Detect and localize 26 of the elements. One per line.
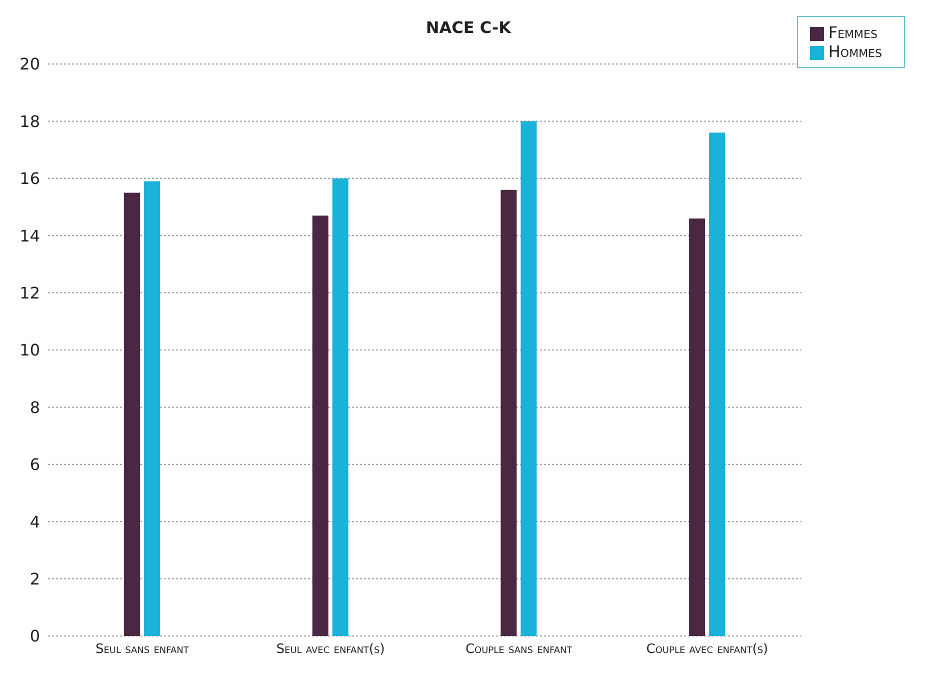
y-tick-label: 0: [30, 626, 40, 646]
y-tick-label: 20: [20, 54, 40, 74]
bar: [520, 121, 537, 636]
bar: [709, 132, 726, 636]
chart-title: NACE C-K: [426, 18, 512, 37]
x-tick-label: Seul sans enfant: [95, 642, 190, 658]
x-tick-label: Couple avec enfant(s): [646, 642, 768, 658]
x-tick-label: Couple sans enfant: [465, 642, 573, 658]
y-tick-label: 16: [20, 169, 40, 188]
bar: [144, 181, 160, 636]
bar: [124, 192, 140, 636]
y-tick-label: 12: [20, 283, 40, 302]
y-tick-label: 18: [20, 112, 40, 131]
y-tick-label: 8: [30, 398, 40, 417]
bar: [689, 218, 706, 636]
y-tick-label: 2: [30, 569, 40, 588]
bar: [332, 178, 348, 636]
x-tick-label: Seul avec enfant(s): [276, 642, 385, 658]
y-tick-label: 10: [20, 340, 40, 360]
y-tick-label: 4: [30, 512, 40, 532]
y-tick-label: 6: [30, 455, 40, 474]
y-tick-label: 14: [20, 226, 40, 246]
bar: [312, 216, 328, 636]
bar: [500, 190, 517, 636]
legend-label: Femmes: [828, 23, 878, 42]
legend-label: Hommes: [828, 42, 882, 61]
